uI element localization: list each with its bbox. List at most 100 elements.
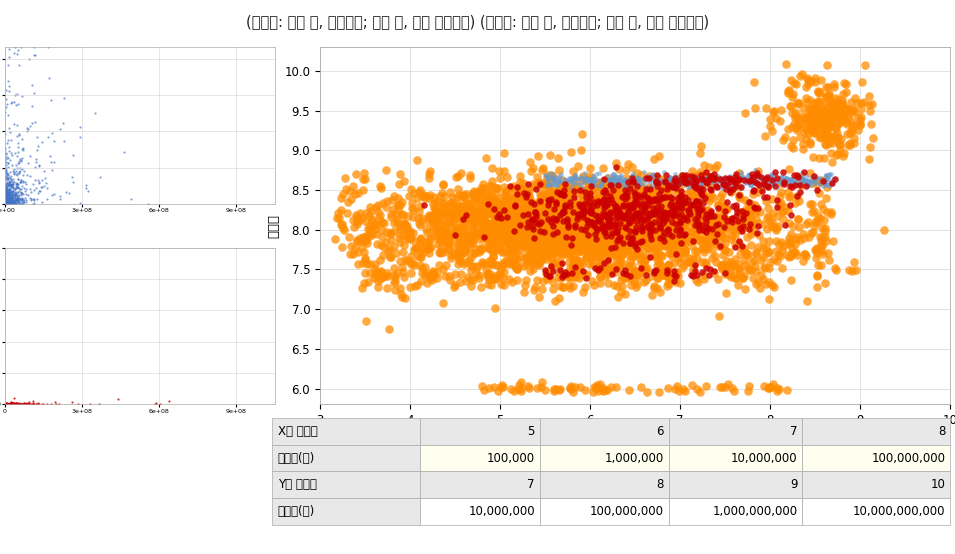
Point xyxy=(0,173,15,182)
Point xyxy=(608,257,624,266)
Point xyxy=(740,249,755,258)
Point xyxy=(4,399,19,408)
Point xyxy=(729,177,744,186)
Point xyxy=(703,191,718,199)
Point xyxy=(706,269,721,278)
Point xyxy=(501,236,517,245)
Point xyxy=(541,201,556,209)
Point xyxy=(804,179,819,188)
Point xyxy=(697,219,712,228)
Point xyxy=(820,173,836,182)
Point xyxy=(463,274,478,283)
Point xyxy=(601,253,616,261)
Point xyxy=(668,217,683,226)
Point xyxy=(7,177,22,186)
Point xyxy=(466,191,481,200)
Point xyxy=(0,399,14,408)
Point xyxy=(723,270,738,279)
Point xyxy=(601,216,616,224)
Point xyxy=(617,226,632,235)
Point xyxy=(810,216,825,224)
Point xyxy=(651,257,667,266)
Point xyxy=(666,235,681,244)
Point xyxy=(626,207,641,216)
Point xyxy=(816,124,831,133)
Point xyxy=(834,109,849,118)
Point xyxy=(618,273,633,282)
Point xyxy=(823,134,838,143)
Point xyxy=(502,247,518,255)
Point xyxy=(591,227,606,235)
Point xyxy=(368,230,383,239)
Point xyxy=(604,224,619,233)
Point xyxy=(358,233,373,242)
Point xyxy=(582,176,597,184)
Point xyxy=(603,246,618,255)
Point xyxy=(555,190,570,199)
Point xyxy=(748,279,763,288)
Point xyxy=(485,242,500,250)
Point xyxy=(643,234,658,243)
Point xyxy=(603,179,618,188)
Point xyxy=(0,199,15,208)
Point xyxy=(0,193,13,202)
Point xyxy=(518,219,533,228)
Point xyxy=(472,217,487,225)
Point xyxy=(475,211,490,220)
Point xyxy=(665,218,680,227)
Point xyxy=(761,278,776,286)
Point xyxy=(809,244,824,253)
Point xyxy=(13,43,29,52)
Point xyxy=(551,294,566,303)
Point xyxy=(553,192,568,201)
Point xyxy=(772,252,787,260)
Point xyxy=(594,250,609,259)
Point xyxy=(761,295,776,304)
Point xyxy=(0,181,12,189)
Point xyxy=(627,227,643,236)
Point xyxy=(584,218,600,227)
Point xyxy=(750,229,765,238)
Point xyxy=(545,204,561,213)
Point xyxy=(638,270,653,279)
Point xyxy=(665,211,680,219)
Text: (자연수: 청색 점, 수혜기업; 적색 점, 수혜 혁신기업) (로그값: 황색 원, 수혜기업; 적색 원, 수혜 혁신기업): (자연수: 청색 점, 수혜기업; 적색 점, 수혜 혁신기업) (로그값: 황… xyxy=(246,14,709,29)
Point xyxy=(789,98,804,107)
Point xyxy=(557,232,572,241)
Point xyxy=(679,174,694,183)
Point xyxy=(762,171,777,180)
Point xyxy=(489,273,504,282)
Point xyxy=(652,221,668,230)
Point xyxy=(616,225,631,234)
Point xyxy=(578,222,593,230)
Point xyxy=(813,199,828,208)
Point xyxy=(648,177,664,186)
Point xyxy=(744,213,759,222)
Point xyxy=(624,205,639,214)
Point xyxy=(635,175,650,184)
Point xyxy=(426,225,441,234)
Point xyxy=(7,399,22,408)
Point xyxy=(503,384,519,393)
Point xyxy=(506,261,521,270)
Point xyxy=(678,218,693,227)
Point xyxy=(579,174,594,183)
Point xyxy=(502,234,518,243)
Point xyxy=(594,246,609,255)
Point xyxy=(548,384,563,393)
Point xyxy=(506,217,521,225)
Point xyxy=(23,121,38,130)
Point xyxy=(0,400,12,409)
Point xyxy=(549,204,564,213)
Point xyxy=(0,399,14,408)
Point xyxy=(571,217,586,225)
Point xyxy=(9,399,24,408)
Point xyxy=(625,233,640,242)
Point xyxy=(711,275,726,284)
Point xyxy=(806,126,821,135)
Point xyxy=(515,218,530,227)
Point xyxy=(396,231,412,240)
Point xyxy=(589,201,605,209)
Point xyxy=(540,224,555,233)
Point xyxy=(769,202,784,211)
